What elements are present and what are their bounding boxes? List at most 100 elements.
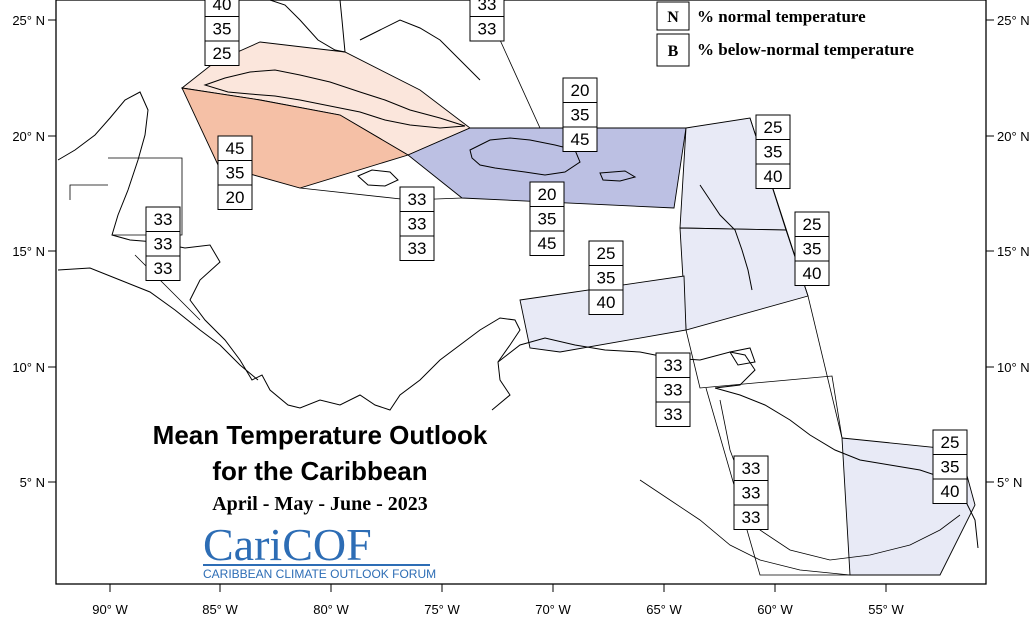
probability-value: 35	[941, 458, 960, 477]
y-tick-label-right: 20° N	[997, 129, 1030, 144]
probability-cell	[794, 211, 830, 237]
probability-cell	[399, 186, 435, 212]
probability-value: 33	[154, 210, 173, 229]
coast-puerto-rico	[599, 170, 637, 182]
probability-box: 20 35 45	[562, 77, 598, 152]
x-tick-label: 90° W	[92, 602, 128, 617]
probability-box: 25 35 40	[755, 114, 791, 189]
zone-line-caribbean-sea	[299, 187, 463, 201]
coast-jamaica	[357, 169, 399, 187]
legend-label-normal: % normal temperature	[697, 7, 866, 26]
x-tick-label: 75° W	[424, 602, 460, 617]
probability-value: 33	[154, 235, 173, 254]
y-tick-label-right: 15° N	[997, 244, 1030, 259]
x-tick-label: 70° W	[535, 602, 571, 617]
y-tick-label-left: 5° N	[20, 475, 45, 490]
probability-cell	[794, 236, 830, 262]
coast-lesser-antilles	[699, 184, 753, 291]
probability-value: 25	[941, 433, 960, 452]
title-block: Mean Temperature Outlook for the Caribbe…	[153, 420, 488, 515]
logo-caption: CARIBBEAN CLIMATE OUTLOOK FORUM	[203, 567, 436, 581]
probability-box: 33 33 33	[145, 206, 181, 281]
probability-value: 45	[538, 234, 557, 253]
x-axis: 90° W 85° W 80° W 75° W 70° W 65° W 60° W 55° W	[92, 584, 904, 617]
probability-box: 25 35 40	[794, 211, 830, 286]
y-tick-label-left: 15° N	[12, 244, 45, 259]
probability-value: 33	[664, 381, 683, 400]
probability-value: 33	[742, 459, 761, 478]
x-tick-label: 65° W	[646, 602, 682, 617]
coast-cuba	[203, 69, 466, 129]
zone-line-guyana	[705, 387, 850, 576]
border-amazon	[639, 479, 851, 576]
probability-box: 40 35 25	[204, 0, 240, 66]
probability-value: 40	[597, 293, 616, 312]
probability-value: 35	[538, 210, 557, 229]
coast-florida	[269, 0, 346, 53]
probability-cell	[145, 206, 181, 232]
y-tick-label-right: 25° N	[997, 13, 1030, 28]
probability-cell	[529, 181, 565, 207]
forecast-period: April - May - June - 2023	[212, 493, 428, 515]
probability-cell	[145, 255, 181, 281]
probability-value: 35	[213, 20, 232, 39]
zone-line-mexico	[69, 184, 108, 200]
probability-value: 45	[571, 130, 590, 149]
y-tick-label-left: 10° N	[12, 360, 45, 375]
probability-cell	[529, 230, 565, 256]
probability-value: 45	[226, 139, 245, 158]
probability-value: 33	[478, 20, 497, 39]
x-tick-label: 80° W	[313, 602, 349, 617]
probability-value: 33	[408, 215, 427, 234]
coast-mexico-pacific	[57, 267, 259, 381]
probability-cell	[529, 206, 565, 232]
probability-value: 20	[538, 185, 557, 204]
caricof-logo: CariCOF CARIBBEAN CLIMATE OUTLOOK FORUM	[203, 519, 436, 581]
coast-bahamas	[359, 19, 481, 81]
legend: N % normal temperature B % below-normal …	[656, 1, 914, 67]
coast-hispaniola	[469, 137, 581, 176]
y-tick-label-right: 5° N	[997, 475, 1022, 490]
y-axis-left: 25° N 20° N 15° N 10° N 5° N	[12, 13, 56, 490]
x-tick-label: 85° W	[202, 602, 238, 617]
legend-key-normal: N	[667, 9, 679, 26]
probability-cell	[588, 289, 624, 315]
probability-box: 25 35 40	[588, 240, 624, 315]
coastlines	[57, 0, 979, 576]
probability-cell	[217, 160, 253, 186]
logo-wordmark: CariCOF	[203, 519, 372, 570]
y-tick-label-right: 10° N	[997, 360, 1030, 375]
probability-value: 33	[408, 239, 427, 258]
probability-value: 33	[742, 484, 761, 503]
probability-box: 33 33 33	[655, 352, 691, 427]
probability-cell	[588, 240, 624, 266]
probability-cell	[399, 211, 435, 237]
probability-value: 25	[803, 215, 822, 234]
probability-value: 20	[226, 188, 245, 207]
probability-cell	[655, 352, 691, 378]
probability-cell	[755, 163, 791, 189]
probability-cell	[399, 235, 435, 261]
coast-central-america	[57, 91, 521, 411]
probability-value: 40	[803, 264, 822, 283]
probability-value: 25	[764, 118, 783, 137]
probability-value: 35	[571, 106, 590, 125]
probability-value: 35	[803, 240, 822, 259]
probability-value: 40	[941, 482, 960, 501]
title-line2: for the Caribbean	[212, 456, 427, 486]
legend-label-below: % below-normal temperature	[697, 40, 914, 59]
zone-hispaniola-pr	[407, 127, 687, 209]
probability-cell	[145, 231, 181, 257]
probability-box: 33 33 33	[733, 455, 769, 530]
probability-cell	[733, 504, 769, 530]
zone-line-trinidad	[685, 329, 843, 439]
probability-cell	[562, 102, 598, 128]
x-tick-label: 55° W	[868, 602, 904, 617]
legend-key-below: B	[668, 43, 679, 60]
y-axis-right: 25° N 20° N 15° N 10° N 5° N	[986, 13, 1030, 490]
probability-value: 33	[478, 0, 497, 14]
probability-cell	[204, 16, 240, 42]
map-frame	[55, 0, 987, 585]
